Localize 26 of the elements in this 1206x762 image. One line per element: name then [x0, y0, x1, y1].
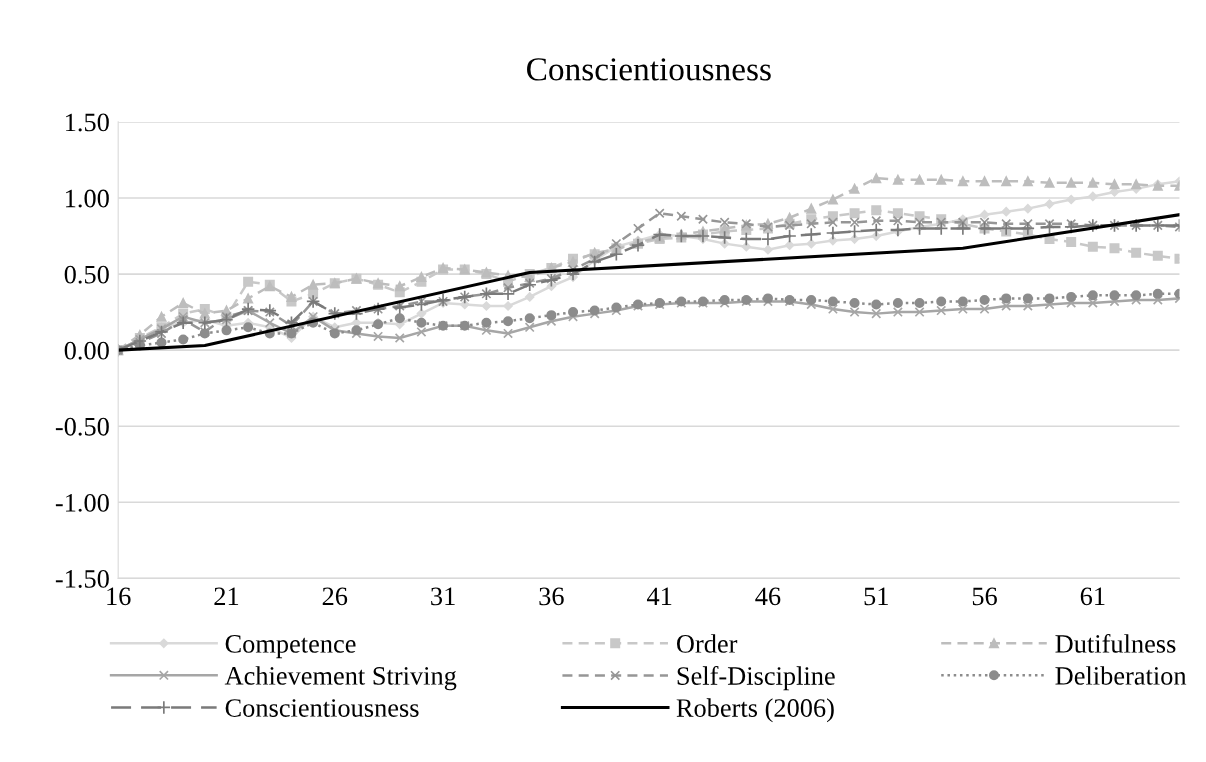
y-tick-label: 0.50 — [64, 265, 109, 284]
x-tick-label: 21 — [214, 587, 239, 605]
x-tick-label: 56 — [972, 587, 997, 606]
legend-label: Conscientiousness — [225, 699, 419, 717]
chart-title: Conscientiousness — [527, 58, 771, 81]
x-tick-label: 51 — [864, 587, 888, 606]
y-tick-label: 0.00 — [64, 341, 109, 360]
x-tick-label: 46 — [755, 587, 781, 606]
legend-label: Order — [676, 634, 738, 653]
x-tick-label: 31 — [431, 587, 455, 606]
y-tick-label: 1.50 — [66, 113, 109, 132]
x-tick-label: 36 — [539, 587, 564, 606]
y-tick-label: -1.50 — [55, 569, 109, 588]
x-tick-label: 26 — [322, 587, 348, 606]
legend-label: Deliberation — [1055, 666, 1187, 685]
legend-label: Achievement Striving — [224, 666, 457, 691]
x-tick-label: 61 — [1080, 587, 1105, 606]
y-tick-label: 1.00 — [66, 189, 109, 208]
y-tick-label: -0.50 — [55, 417, 109, 436]
x-tick-label: 41 — [646, 587, 672, 605]
legend-label: Roberts (2006) — [676, 698, 834, 723]
legend-label: Competence — [225, 635, 356, 659]
x-tick-label: 16 — [107, 587, 131, 606]
legend-label: Self-Discipline — [677, 666, 835, 691]
y-tick-label: -1.00 — [55, 493, 109, 512]
legend-label: Dutifulness — [1055, 633, 1176, 653]
